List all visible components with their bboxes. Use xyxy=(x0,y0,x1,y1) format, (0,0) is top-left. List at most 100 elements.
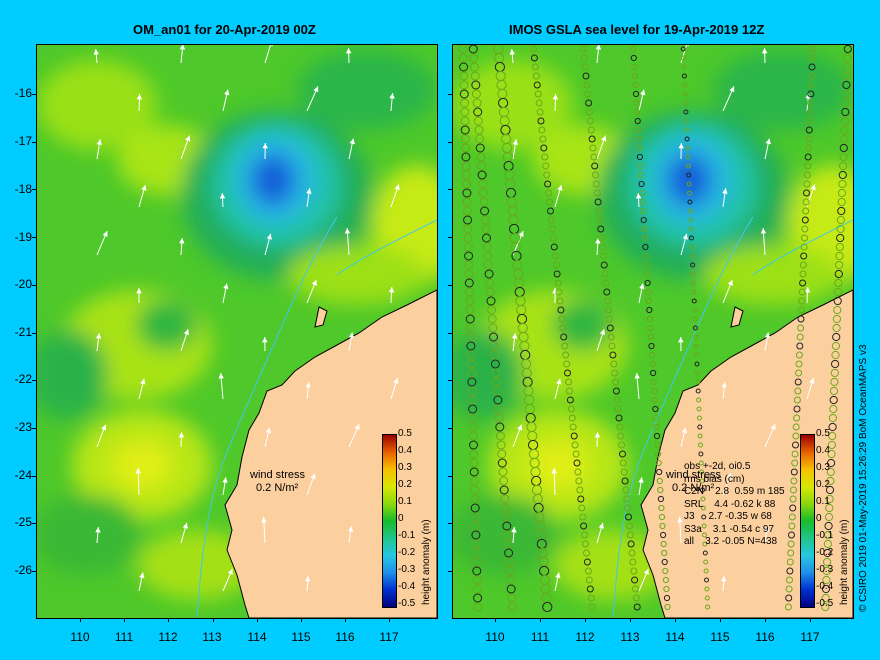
obs-marker xyxy=(554,279,562,287)
obs-marker xyxy=(807,81,815,89)
wind-arrows xyxy=(509,45,816,592)
wind-stress-legend-right: wind stress 0.2 N/m² xyxy=(666,469,721,495)
obs-marker xyxy=(460,125,470,135)
obs-marker xyxy=(530,54,538,62)
obs-marker xyxy=(790,486,797,494)
obs-marker xyxy=(583,81,591,89)
obs-marker xyxy=(836,224,845,234)
axis-tick xyxy=(448,332,452,334)
obs-marker xyxy=(635,135,642,143)
obs-marker xyxy=(466,350,476,360)
obs-marker xyxy=(821,584,831,594)
lon-label: 112 xyxy=(575,630,595,644)
obs-marker xyxy=(605,315,613,323)
obs-marker xyxy=(532,72,540,80)
obs-marker xyxy=(832,332,841,342)
obs-marker xyxy=(685,145,690,151)
obs-marker xyxy=(642,243,649,251)
wind-arrow-head xyxy=(136,288,142,294)
obs-marker xyxy=(647,324,654,332)
obs-marker xyxy=(470,494,480,504)
obs-marker xyxy=(704,577,709,583)
obs-marker xyxy=(796,333,804,341)
obs-marker xyxy=(591,162,599,170)
obs-marker xyxy=(486,296,496,306)
obs-marker xyxy=(787,549,795,557)
lon-label: 115 xyxy=(291,630,311,644)
colorbar-tick: -0.4 xyxy=(816,581,834,592)
obs-marker xyxy=(537,117,545,125)
obs-marker xyxy=(580,522,588,530)
obs-marker xyxy=(798,288,806,296)
obs-marker xyxy=(636,144,643,152)
obs-marker xyxy=(694,352,700,358)
obs-marker xyxy=(459,80,469,90)
obs-marker xyxy=(793,396,801,404)
obs-marker xyxy=(474,125,484,135)
obs-marker xyxy=(462,188,472,198)
left-map-panel[interactable] xyxy=(36,44,438,619)
obs-marker xyxy=(832,323,841,333)
obs-marker xyxy=(493,395,503,405)
wind-arrow-head xyxy=(101,424,107,431)
obs-marker xyxy=(501,503,510,513)
obs-marker xyxy=(790,477,798,485)
obs-marker xyxy=(697,424,703,430)
axis-tick xyxy=(448,427,452,429)
obs-marker xyxy=(704,595,710,601)
axis-tick xyxy=(124,618,126,622)
axis-tick xyxy=(448,571,452,572)
obs-marker xyxy=(623,495,631,503)
obs-marker xyxy=(809,45,817,53)
lat-label: -17 xyxy=(14,134,32,148)
obs-marker xyxy=(468,413,478,423)
obs-marker xyxy=(700,487,705,493)
wind-stress-legend: wind stress 0.2 N/m² xyxy=(248,469,305,495)
obs-marker xyxy=(826,476,835,486)
obs-marker xyxy=(547,216,555,224)
wind-arrow-head xyxy=(347,526,354,532)
obs-marker xyxy=(695,388,701,394)
obs-marker xyxy=(505,566,515,576)
obs-marker xyxy=(565,387,573,395)
obs-marker xyxy=(822,575,831,585)
obs-marker xyxy=(843,45,852,54)
obs-marker xyxy=(480,206,490,216)
wind-arrow-head xyxy=(93,49,99,55)
obs-marker xyxy=(831,350,840,360)
wind-arrow-head xyxy=(262,337,268,343)
obs-marker xyxy=(610,360,618,368)
obs-marker xyxy=(507,602,517,612)
colorbar-tick: -0.5 xyxy=(816,598,834,609)
obs-marker xyxy=(807,99,814,107)
obs-marker xyxy=(488,323,498,333)
obs-marker xyxy=(506,584,516,594)
obs-marker xyxy=(693,343,699,349)
obs-marker xyxy=(658,513,666,521)
obs-marker xyxy=(571,441,579,449)
obs-marker xyxy=(542,601,553,613)
obs-marker xyxy=(463,215,473,225)
obs-marker xyxy=(477,170,487,180)
obs-marker xyxy=(788,531,795,539)
obs-marker xyxy=(465,287,474,297)
obs-marker xyxy=(475,143,485,153)
obs-marker xyxy=(504,548,514,558)
lon-label: 110 xyxy=(485,630,505,644)
right-map-panel[interactable] xyxy=(452,44,854,619)
obs-marker xyxy=(597,225,605,233)
wind-arrow-head xyxy=(555,572,561,579)
lat-label: -23 xyxy=(14,420,32,434)
obs-marker xyxy=(803,171,811,179)
obs-marker xyxy=(619,459,627,467)
obs-marker xyxy=(499,485,509,495)
wind-arrow-head xyxy=(681,427,687,434)
wind-arrow-head xyxy=(393,377,399,384)
obs-marker xyxy=(615,414,623,422)
obs-marker xyxy=(489,341,499,351)
obs-marker xyxy=(647,333,654,341)
obs-marker xyxy=(836,215,845,225)
obs-marker xyxy=(824,512,834,522)
obs-marker xyxy=(625,513,632,521)
obs-marker xyxy=(791,450,799,458)
